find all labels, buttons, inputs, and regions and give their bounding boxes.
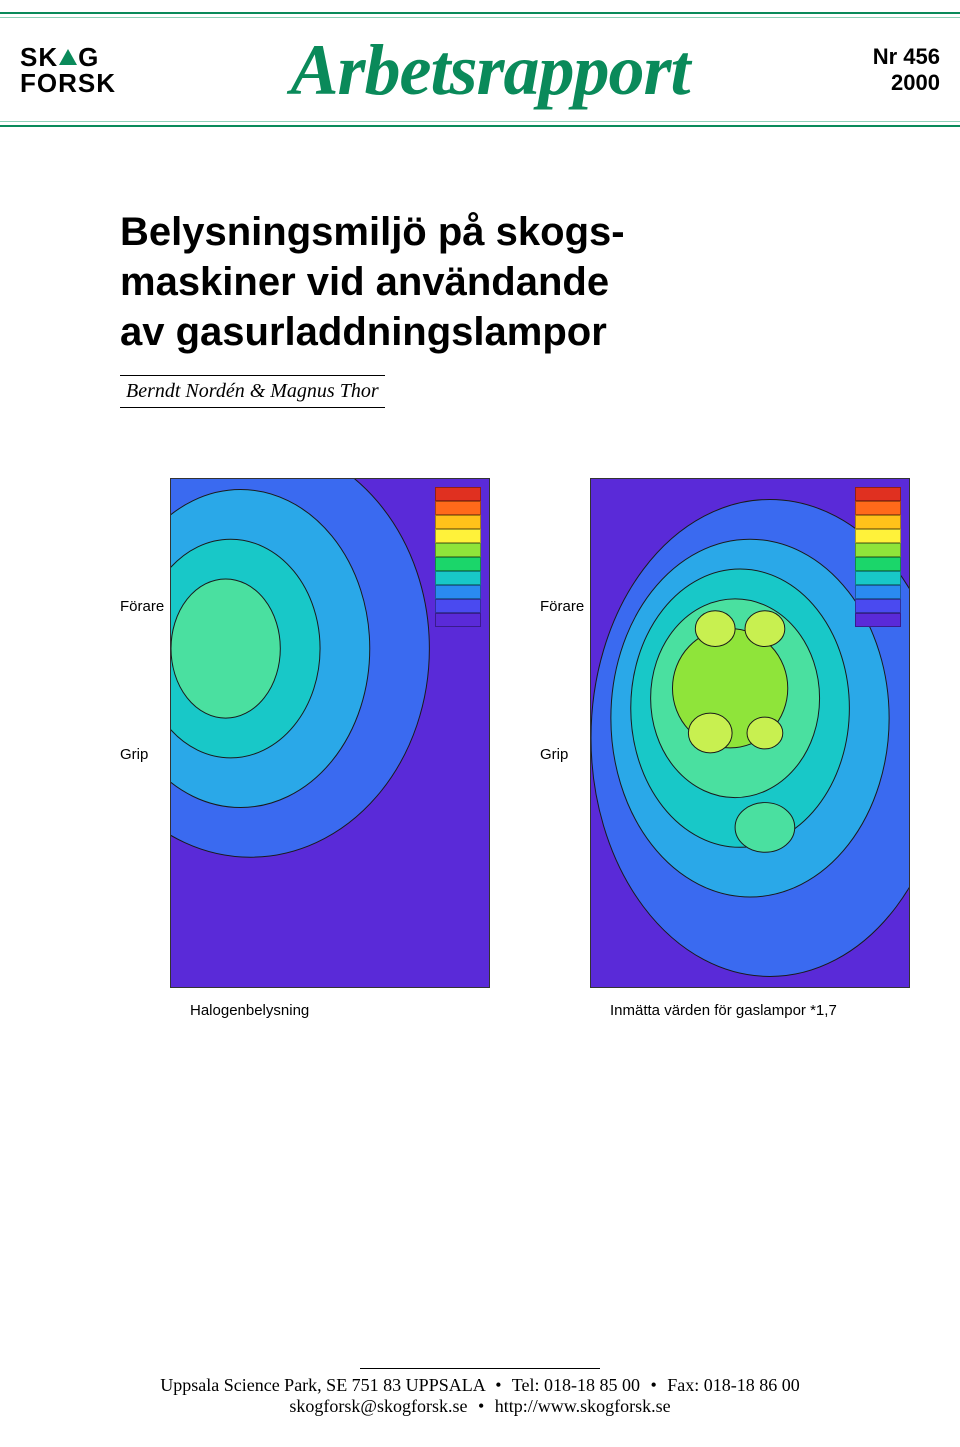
label-forare-right: Förare [540,598,584,615]
legend-cell [435,585,481,599]
title-line-1: Belysningsmiljö på skogs- [120,210,625,254]
chart-left-caption: Halogenbelysning [170,1002,490,1019]
legend-cell [855,515,901,529]
footer-email: skogforsk@skogforsk.se [289,1396,467,1416]
contour-level [688,713,732,753]
footer-line-2: skogforsk@skogforsk.se • http://www.skog… [0,1396,960,1417]
logo: SK G FORSK [20,44,160,96]
legend-cell [435,529,481,543]
legend-cell [855,543,901,557]
legend-cell [435,613,481,627]
legend-cell [855,557,901,571]
legend-cell [855,529,901,543]
footer-tel: Tel: 018-18 85 00 [512,1375,640,1395]
legend-cell [435,557,481,571]
legend-cell [435,487,481,501]
rule-outer-top [0,12,960,14]
footer-fax: Fax: 018-18 86 00 [667,1375,800,1395]
contour-level [747,717,783,749]
chart-right [590,478,910,988]
legend [435,487,481,627]
logo-line-1: SK G [20,44,160,70]
legend-cell [855,571,901,585]
legend-cell [435,543,481,557]
series-title: Arbetsrapport [160,29,820,112]
footer: Uppsala Science Park, SE 751 83 UPPSALA … [0,1368,960,1417]
legend-cell [435,599,481,613]
bullet-icon: • [650,1375,656,1395]
footer-url: http://www.skogforsk.se [495,1396,671,1416]
legend-cell [435,571,481,585]
logo-text-sk: SK [20,44,58,70]
label-forare-left: Förare [120,598,164,615]
footer-divider [360,1368,600,1369]
issue-nr: Nr 456 [820,44,940,70]
footer-line-1: Uppsala Science Park, SE 751 83 UPPSALA … [0,1375,960,1396]
chart-right-wrap: Inmätta värden för gaslampor *1,7 [590,478,910,1019]
chart-left-wrap: Halogenbelysning [170,478,490,1019]
label-grip-left: Grip [120,746,148,763]
contour-level [735,803,795,853]
issue-year: 2000 [820,70,940,96]
contour-level [695,611,735,647]
chart-right-caption: Inmätta värden för gaslampor *1,7 [590,1002,910,1019]
legend-cell [435,501,481,515]
legend [855,487,901,627]
authors: Berndt Nordén & Magnus Thor [120,375,385,408]
issue-box: Nr 456 2000 [820,44,940,97]
logo-line-2: FORSK [20,70,160,96]
logo-text-g: G [78,44,99,70]
legend-cell [855,599,901,613]
chart-left [170,478,490,988]
rule-inner-bottom [0,121,960,122]
figure-row: Förare Grip Halogenbelysning Förare Grip… [120,478,870,1019]
legend-cell [855,501,901,515]
legend-cell [855,487,901,501]
main: Belysningsmiljö på skogs- maskiner vid a… [0,127,960,1039]
contour-level [171,579,280,718]
contour-level [745,611,785,647]
label-grip-right: Grip [540,746,568,763]
bullet-icon: • [495,1375,501,1395]
footer-address: Uppsala Science Park, SE 751 83 UPPSALA [160,1375,484,1395]
top-bar: SK G FORSK Arbetsrapport Nr 456 2000 [20,26,940,114]
bullet-icon: • [478,1396,484,1416]
header: SK G FORSK Arbetsrapport Nr 456 2000 [0,18,960,118]
legend-cell [855,613,901,627]
page-title: Belysningsmiljö på skogs- maskiner vid a… [120,207,870,357]
title-line-3: av gasurladdningslampor [120,310,607,354]
title-line-2: maskiner vid användande [120,260,609,304]
legend-cell [855,585,901,599]
logo-triangle-icon [59,49,77,65]
legend-cell [435,515,481,529]
